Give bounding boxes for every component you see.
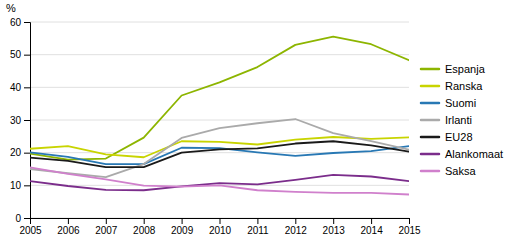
- axis-line: [31, 219, 410, 225]
- tick-mark: [24, 22, 30, 23]
- tick: 20: [10, 147, 30, 158]
- tick-label: 2009: [171, 225, 194, 236]
- tick-label: 20: [10, 147, 22, 158]
- tick: 10: [10, 180, 30, 191]
- plot: 2005200620072008200920102011201220132014…: [10, 17, 421, 236]
- tick-label: 2006: [57, 225, 80, 236]
- tick-label: 2007: [95, 225, 118, 236]
- legend-item: Suomi: [421, 97, 476, 109]
- tick-label: 60: [10, 17, 22, 28]
- tick-mark: [24, 120, 30, 121]
- series-line: [30, 141, 409, 167]
- tick-mark: [24, 153, 30, 154]
- tick: 2008: [133, 218, 156, 236]
- tick-mark: [68, 218, 69, 224]
- tick-label: 2013: [323, 225, 346, 236]
- tick: 2014: [360, 218, 383, 236]
- tick-label: 40: [10, 82, 22, 93]
- series-line: [30, 137, 409, 157]
- tick-label: 30: [10, 115, 22, 126]
- tick: 2015: [398, 218, 421, 236]
- tick-label: 2008: [133, 225, 156, 236]
- tick-mark: [106, 218, 107, 224]
- tick: 0: [15, 213, 30, 224]
- series-line: [30, 37, 409, 160]
- tick-mark: [24, 218, 30, 219]
- x-axis: 2005 2006 2007 2008 2009 2010 2011 2012 2013 2014…: [19, 218, 421, 236]
- grid-line: [30, 120, 409, 121]
- tick: 2010: [209, 218, 232, 236]
- legend-swatch: [421, 153, 439, 156]
- tick-label: 10: [10, 180, 22, 191]
- tick: 50: [10, 49, 30, 60]
- tick: 2011: [247, 218, 269, 236]
- tick-label: 2010: [209, 225, 232, 236]
- tick-mark: [371, 218, 372, 224]
- series-line: [30, 119, 409, 177]
- legend-label: EU28: [445, 131, 473, 143]
- tick-mark: [24, 185, 30, 186]
- series-line: [30, 167, 409, 194]
- tick-label: 2012: [285, 225, 308, 236]
- tick-mark: [144, 218, 145, 224]
- tick-label: 2005: [19, 225, 42, 236]
- legend-item: Irlanti: [421, 114, 472, 126]
- legend-label: Espanja: [445, 63, 486, 75]
- tick-mark: [295, 218, 296, 224]
- legend-label: Irlanti: [445, 114, 472, 126]
- chart: 2005200620072008200920102011201220132014…: [0, 0, 509, 240]
- tick-mark: [409, 218, 410, 224]
- axis-line: [24, 23, 31, 219]
- legend-label: Suomi: [445, 97, 476, 109]
- tick-mark: [333, 218, 334, 224]
- legend-label: Saksa: [445, 165, 476, 177]
- tick-mark: [24, 55, 30, 56]
- tick-label: 0: [15, 213, 21, 224]
- tick-mark: [24, 87, 30, 88]
- tick-label: 50: [10, 49, 22, 60]
- y-label: %: [6, 2, 16, 14]
- tick-mark: [182, 218, 183, 224]
- tick-label: 2015: [398, 225, 421, 236]
- tick: 30: [10, 115, 30, 126]
- tick: 2005: [19, 218, 42, 236]
- tick-mark: [220, 218, 221, 224]
- tick: 2012: [285, 218, 308, 236]
- tick: 2009: [171, 218, 194, 236]
- tick: 60: [10, 17, 30, 28]
- legend-swatch: [421, 119, 439, 122]
- legend-label: Alankomaat: [445, 148, 503, 160]
- legend-item: Alankomaat: [421, 148, 503, 160]
- legend-label: Ranska: [445, 80, 483, 92]
- legend-item: Saksa: [421, 165, 476, 177]
- legend-swatch: [421, 136, 439, 139]
- y-axis: 0 10 20 30 40 50 60: [10, 17, 31, 224]
- grid: [30, 22, 409, 218]
- tick-label: 2011: [247, 225, 269, 236]
- grid-line: [30, 22, 409, 23]
- lines: [30, 37, 409, 195]
- grid-line: [30, 87, 409, 88]
- legend-item: EU28: [421, 131, 473, 143]
- tick: 2006: [57, 218, 80, 236]
- legend-item: Ranska: [421, 80, 483, 92]
- legend-swatch: [421, 102, 439, 105]
- legend: Espanja Ranska Suomi Irlanti EU28 Alankomaat S…: [421, 63, 503, 177]
- legend-swatch: [421, 85, 439, 88]
- grid-line: [30, 54, 409, 55]
- legend-swatch: [421, 170, 439, 173]
- tick: 2007: [95, 218, 118, 236]
- tick-mark: [257, 218, 258, 224]
- legend-swatch: [421, 68, 439, 71]
- tick-label: 2014: [360, 225, 383, 236]
- tick: 40: [10, 82, 30, 93]
- tick: 2013: [323, 218, 346, 236]
- legend-item: Espanja: [421, 63, 486, 75]
